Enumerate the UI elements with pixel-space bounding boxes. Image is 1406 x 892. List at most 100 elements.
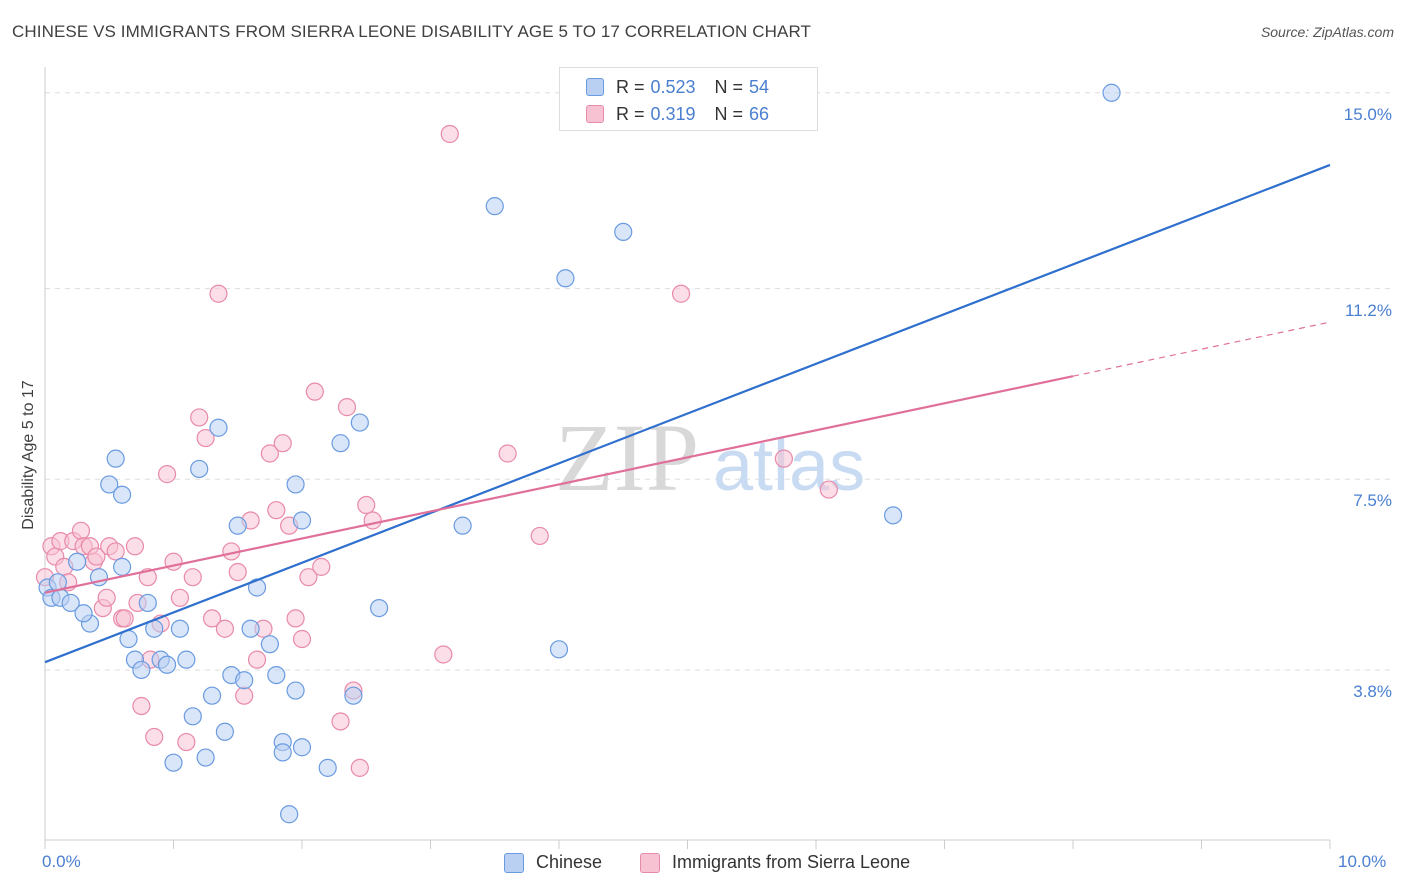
point-chinese [68, 552, 87, 571]
legend-r-value-sierra-leone: 0.319 [650, 103, 696, 124]
point-sierra-leone [177, 732, 196, 752]
point-chinese [74, 604, 93, 623]
bottom-legend-sierra-leone: Immigrants from Sierra Leone [640, 852, 910, 873]
x-tick-label-start: 0.0% [42, 852, 81, 871]
point-chinese [112, 557, 132, 576]
bottom-legend-swatch-sierra-leone [640, 852, 660, 873]
point-sierra-leone [312, 557, 331, 576]
point-sierra-leone [202, 609, 222, 628]
series-chinese-points [38, 83, 1121, 824]
point-chinese [1102, 83, 1121, 102]
legend-swatch-sierra-leone [586, 105, 604, 123]
point-sierra-leone [350, 758, 369, 777]
point-sierra-leone [235, 686, 254, 705]
point-sierra-leone [209, 284, 228, 303]
y-tick-label: 11.2% [1345, 300, 1392, 320]
point-chinese [344, 686, 363, 705]
point-sierra-leone [196, 428, 215, 448]
trend-line-chinese [44, 163, 1331, 664]
point-sierra-leone [106, 542, 125, 561]
watermark-zip: ZIP [555, 404, 699, 511]
point-chinese [61, 593, 80, 613]
y-tick-label: 15.0% [1343, 104, 1392, 124]
point-chinese [273, 743, 292, 762]
point-chinese [614, 222, 633, 242]
point-sierra-leone [819, 480, 838, 499]
point-chinese [112, 485, 132, 504]
point-chinese [260, 635, 279, 654]
trend-line-extension-sierra-leone [1072, 321, 1331, 377]
point-sierra-leone [267, 501, 286, 520]
point-chinese [170, 619, 190, 638]
point-chinese [350, 413, 369, 432]
point-chinese [453, 516, 472, 535]
legend-n-label: N = [714, 76, 744, 97]
point-chinese [485, 197, 504, 216]
axes [44, 67, 1331, 849]
point-sierra-leone [71, 521, 91, 540]
chart-title: CHINESE VS IMMIGRANTS FROM SIERRA LEONE … [12, 22, 811, 41]
point-sierra-leone [337, 398, 357, 417]
point-chinese [183, 707, 202, 726]
point-chinese [196, 748, 215, 767]
point-sierra-leone [498, 444, 517, 463]
point-sierra-leone [228, 562, 247, 582]
legend-row-sierra-leone: R = 0.319 N = 66 [586, 102, 769, 126]
point-chinese [286, 681, 305, 700]
legend-swatch-chinese [586, 78, 604, 96]
point-sierra-leone [299, 568, 318, 587]
point-chinese [190, 459, 209, 479]
point-chinese [292, 738, 312, 757]
point-chinese [280, 805, 299, 824]
point-sierra-leone [292, 629, 312, 649]
legend-r-label: R = [616, 103, 645, 124]
bottom-legend-label-chinese: Chinese [536, 852, 603, 872]
y-tick-label: 7.5% [1353, 491, 1392, 511]
point-sierra-leone [331, 712, 350, 731]
point-sierra-leone [260, 444, 279, 463]
point-sierra-leone [440, 124, 459, 144]
point-chinese [286, 475, 305, 494]
point-sierra-leone [247, 650, 267, 669]
point-sierra-leone [115, 609, 134, 628]
bottom-legend-swatch-chinese [504, 852, 524, 873]
point-chinese [549, 640, 569, 659]
point-chinese [132, 660, 151, 680]
y-axis-label: Disability Age 5 to 17 [20, 380, 37, 530]
legend-n-value-sierra-leone: 66 [749, 103, 770, 124]
point-sierra-leone [215, 619, 234, 638]
point-sierra-leone [97, 588, 116, 607]
trend-line-sierra-leone [44, 375, 1074, 594]
legend-n-value-chinese: 54 [749, 76, 770, 97]
legend-row-chinese: R = 0.523 N = 54 [586, 75, 769, 99]
point-sierra-leone [125, 537, 145, 556]
point-chinese [331, 434, 350, 453]
point-chinese [318, 758, 337, 777]
x-tick-label-end: 10.0% [1338, 852, 1387, 871]
point-sierra-leone [286, 609, 305, 628]
point-sierra-leone [157, 465, 177, 484]
point-chinese [556, 269, 575, 288]
point-chinese [177, 650, 196, 669]
point-sierra-leone [305, 382, 324, 401]
point-chinese [241, 619, 260, 638]
point-sierra-leone [273, 434, 292, 453]
point-chinese [228, 516, 247, 535]
trend-lines [44, 163, 1331, 664]
point-sierra-leone [357, 495, 376, 515]
point-chinese [215, 722, 234, 741]
legend-r-value-chinese: 0.523 [650, 76, 696, 97]
point-sierra-leone [190, 408, 209, 427]
source-label: Source: ZipAtlas.com [1260, 24, 1394, 40]
point-chinese [209, 418, 228, 437]
point-sierra-leone [145, 727, 164, 747]
watermark: ZIP atlas [555, 404, 865, 511]
legend-r-label: R = [616, 76, 645, 97]
bottom-legend-label-sierra-leone: Immigrants from Sierra Leone [672, 852, 911, 872]
point-sierra-leone [434, 645, 453, 664]
point-chinese [202, 686, 222, 705]
point-sierra-leone [530, 526, 549, 546]
point-chinese [100, 475, 119, 494]
point-sierra-leone [132, 696, 151, 716]
